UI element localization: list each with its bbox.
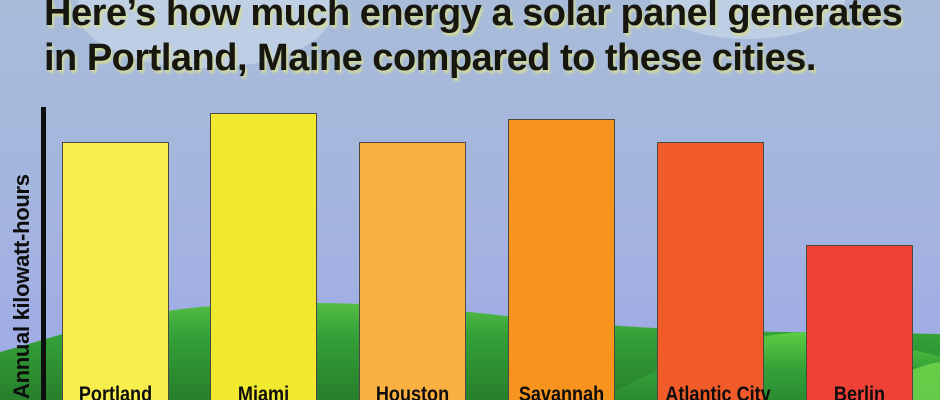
y-axis-line — [41, 107, 46, 400]
bar-houston: Houston — [359, 142, 466, 400]
bar-label: Portland — [78, 383, 153, 400]
chart-title: Here’s how much energy a solar panel gen… — [44, 0, 903, 81]
cloud-right-icon — [650, 0, 846, 39]
chart-title-line2: in Portland, Maine compared to these cit… — [44, 37, 816, 79]
bar-label: Atlantic City — [665, 383, 771, 400]
bar-portland: Portland — [62, 142, 169, 400]
bar-label: Miami — [237, 383, 290, 400]
cloud-left-icon — [77, 0, 333, 68]
chart-title-line1: Here’s how much energy a solar panel gen… — [44, 0, 903, 34]
bar-label: Houston — [375, 383, 450, 400]
bar-label: Savannah — [518, 383, 605, 400]
bar-atlantic-city: Atlantic City — [657, 142, 771, 400]
bar-berlin: Berlin — [806, 245, 913, 400]
bar-miami: Miami — [210, 113, 317, 400]
bar-label: Berlin — [833, 383, 886, 400]
bar-savannah: Savannah — [508, 119, 615, 400]
